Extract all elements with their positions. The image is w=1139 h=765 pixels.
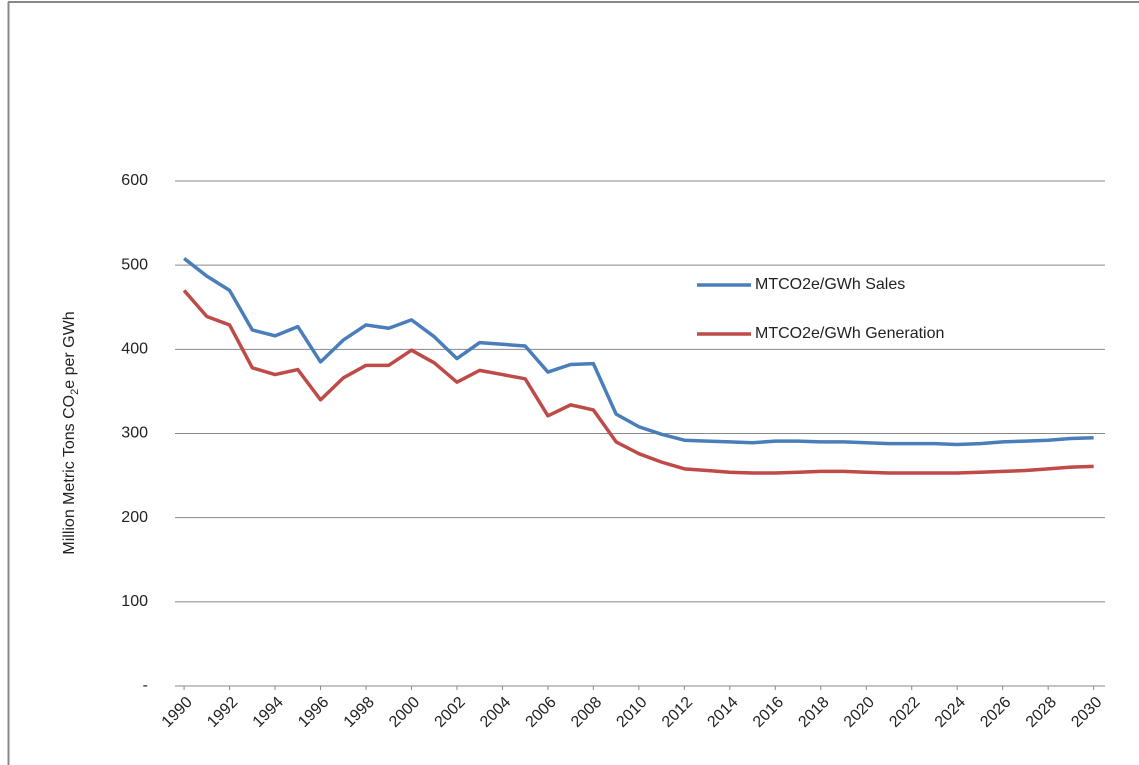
y-tick-label: 600 xyxy=(121,172,148,189)
x-tick-label: 2012 xyxy=(659,694,696,731)
x-tick-label: 1996 xyxy=(295,694,332,731)
x-tick-label: 2010 xyxy=(613,694,650,731)
x-tick-label: 2000 xyxy=(386,694,423,731)
x-tick-label: 2004 xyxy=(477,694,514,731)
y-label-subscript: 2 xyxy=(69,389,81,395)
y-tick-label: 500 xyxy=(121,256,148,273)
legend-label: MTCO2e/GWh Sales xyxy=(755,276,905,293)
legend-label: MTCO2e/GWh Generation xyxy=(755,325,944,342)
x-tick-label: 1998 xyxy=(341,694,378,731)
x-tick-label: 2024 xyxy=(932,694,969,731)
x-tick-label: 1994 xyxy=(250,694,287,731)
x-tick-label: 2022 xyxy=(886,694,923,731)
series-line xyxy=(182,289,1094,475)
y-tick-label: 200 xyxy=(121,509,148,526)
x-tick-label: 1990 xyxy=(159,694,196,731)
x-tick-label: 2006 xyxy=(523,694,560,731)
x-tick-label: 1992 xyxy=(204,694,241,731)
x-tick-label: 2028 xyxy=(1023,694,1060,731)
x-tick-label: 2008 xyxy=(568,694,605,731)
y-axis-label: Million Metric Tons CO2e per GWh xyxy=(61,311,81,554)
x-tick-label: 2018 xyxy=(795,694,832,731)
x-tick-label: 2030 xyxy=(1068,694,1105,731)
x-tick-label: 2002 xyxy=(432,694,469,731)
x-tick-label: 2026 xyxy=(977,694,1014,731)
y-tick-label: 100 xyxy=(121,593,148,610)
x-tick-label: 2014 xyxy=(704,694,741,731)
series-line xyxy=(183,257,1094,447)
y-tick-label: 300 xyxy=(121,425,148,442)
y-tick-label: 400 xyxy=(121,341,148,358)
x-tick-label: 2020 xyxy=(841,694,878,731)
y-label-rest: e per GWh xyxy=(61,311,78,388)
y-label-main: Million Metric Tons CO xyxy=(61,395,78,555)
x-tick-label: 2016 xyxy=(750,694,787,731)
y-tick-label: - xyxy=(143,677,148,694)
